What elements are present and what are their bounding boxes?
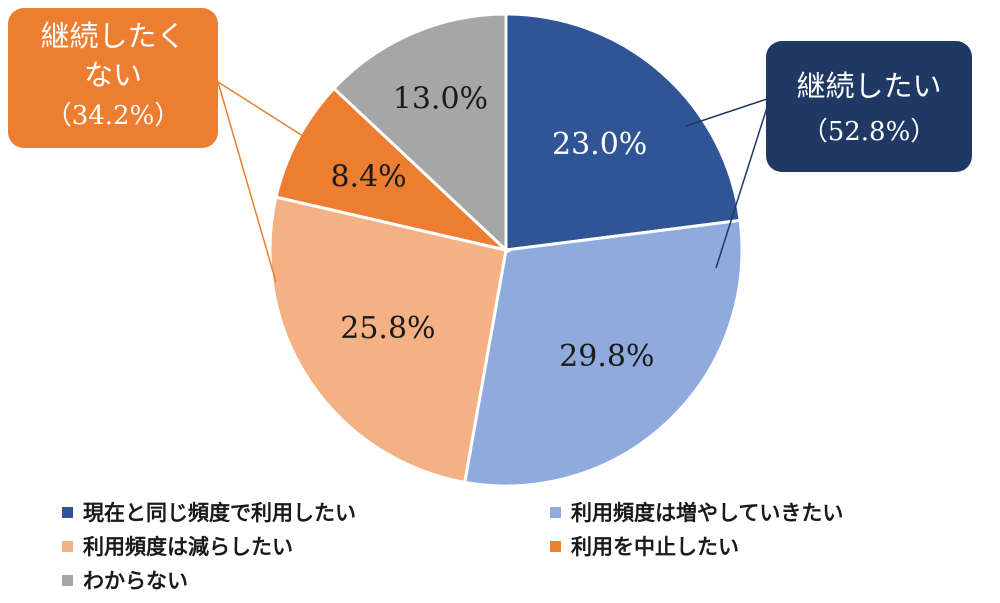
data-label-dont-know: 13.0% <box>393 81 488 116</box>
legend-item-decrease-frequency: 利用頻度は減らしたい <box>62 531 293 561</box>
pie-slice-decrease-frequency <box>268 195 508 485</box>
pie-slice-stop-using <box>274 86 512 253</box>
callout-discontinue-leader-1 <box>217 81 307 139</box>
callout-discontinue-leader-2 <box>217 81 277 283</box>
callout-continue-box <box>766 41 972 172</box>
pie-slice-dont-know <box>331 12 508 254</box>
legend-label: 利用頻度は増やしていきたい <box>571 501 844 525</box>
pie-slice-labels: 23.0% 29.8% 25.8% 8.4% 13.0% <box>330 81 654 374</box>
legend-label: わからない <box>83 569 188 593</box>
legend-label: 利用を中止したい <box>571 535 739 559</box>
data-label-increase-frequency: 29.8% <box>559 339 654 374</box>
legend-swatch <box>62 574 73 586</box>
legend-item-dont-know: わからない <box>62 565 188 595</box>
legend-label: 現在と同じ頻度で利用したい <box>83 501 356 525</box>
legend-swatch <box>550 506 561 518</box>
legend-swatch <box>62 506 73 518</box>
legend-item-stop-using: 利用を中止したい <box>550 531 739 561</box>
legend-swatch <box>62 540 73 552</box>
callout-discontinue: 継続したく ない （34.2%） <box>8 8 218 148</box>
legend-swatch <box>550 540 561 552</box>
callout-continue-leader-2 <box>715 97 771 269</box>
callout-discontinue-title-line2: ない <box>84 58 142 92</box>
legend-label: 利用頻度は減らしたい <box>83 535 293 559</box>
legend-item-same-frequency: 現在と同じ頻度で利用したい <box>62 497 356 527</box>
data-label-same-frequency: 23.0% <box>552 127 647 162</box>
pie-slices <box>268 12 744 488</box>
data-label-stop-using: 8.4% <box>330 160 406 195</box>
callout-continue: 継続したい （52.8%） <box>766 41 972 172</box>
data-label-decrease-frequency: 25.8% <box>340 311 435 346</box>
callout-continue-title: 継続したい <box>796 69 941 103</box>
callout-discontinue-box <box>8 8 218 148</box>
callout-discontinue-percent: （34.2%） <box>46 101 181 131</box>
callout-continue-leader-1 <box>685 97 771 127</box>
pie-slice-increase-frequency <box>462 218 744 488</box>
pie-slice-same-frequency <box>504 12 742 252</box>
legend-item-increase-frequency: 利用頻度は増やしていきたい <box>550 497 843 527</box>
callout-continue-percent: （52.8%） <box>802 117 937 147</box>
callout-discontinue-title-line1: 継続したく <box>40 19 185 53</box>
legend: 現在と同じ頻度で利用したい 利用頻度は増やしていきたい 利用頻度は減らしたい 利… <box>62 497 992 603</box>
